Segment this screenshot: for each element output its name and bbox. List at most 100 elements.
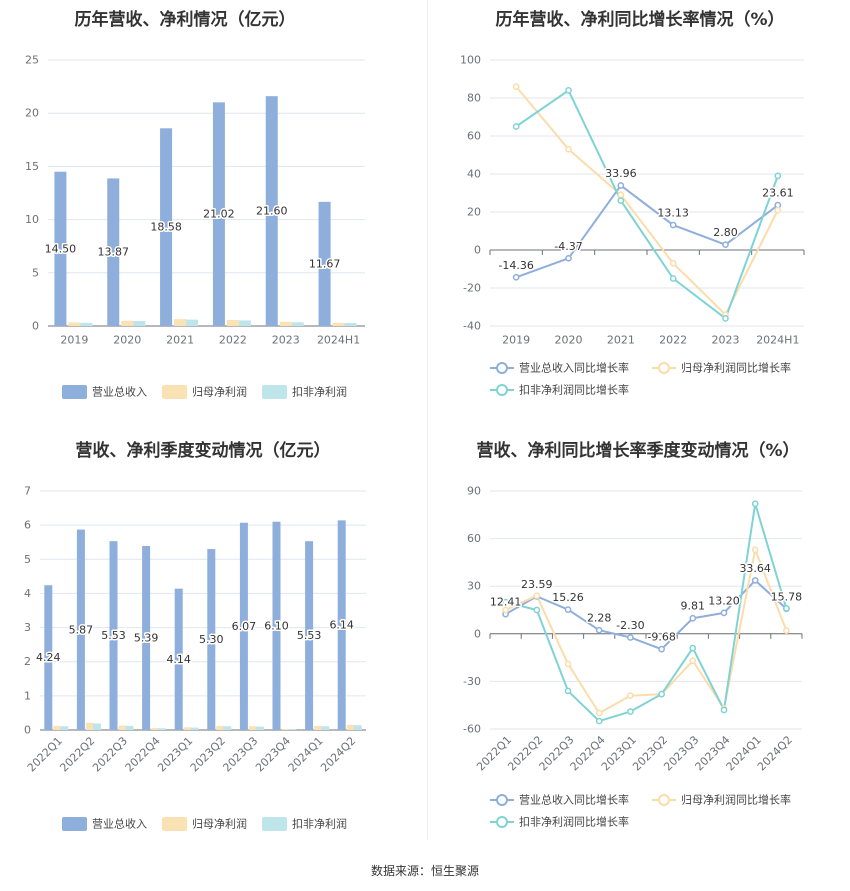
series-line [505,502,788,723]
bar [68,322,81,326]
point-value-label: 12.41 [490,596,521,609]
bar [239,522,248,730]
x-tick-label: 2024H1 [317,334,360,347]
x-tick-label: 2022Q3 [90,734,130,774]
bar [125,725,134,730]
bar [186,319,199,326]
x-tick-label: 2022Q4 [123,734,163,774]
quarterly-revenue-profit-svg: 营收、净利季度变动情况（亿元）012345672022Q12022Q22022Q… [24,440,366,831]
y-tick-label: 0 [474,244,481,257]
y-tick-label: 2 [24,655,31,668]
data-point [669,259,677,267]
bar [216,725,225,730]
y-tick-label: -20 [463,282,481,295]
x-tick-label: 2023 [712,334,740,347]
point-value-label: 13.20 [708,594,740,607]
data-point [689,657,697,665]
legend-label: 营业总收入同比增长率 [519,793,629,807]
point-value-label: 13.13 [657,207,689,220]
data-source-note: 数据来源：恒生聚源 [370,864,479,878]
data-point [627,634,634,641]
quarterly-growth-rate-chart: 营收、净利同比增长率季度变动情况（%） -60 -30 0 30 60 90 2022Q1 20… [428,430,850,860]
data-point [595,626,603,634]
legend-swatch [162,817,187,831]
chart-title: 营收、净利季度变动情况（亿元） [76,440,331,461]
bar-value-label: 5.39 [134,631,159,644]
bar [158,728,167,730]
data-point [565,145,572,153]
x-tick-label: 2019 [502,334,530,347]
bar [353,725,362,730]
bar [248,726,257,730]
data-point [751,500,759,508]
x-tick-label: 2022 [659,334,687,347]
bar-value-label: 13.87 [98,246,130,259]
bar-value-label: 18.58 [150,221,182,234]
data-point [669,275,677,282]
data-point [502,606,509,614]
legend-label: 归母净利润 [192,817,247,831]
bar [291,322,304,326]
bar [226,319,239,326]
bar-value-label: 11.67 [309,257,341,270]
bar [344,323,357,326]
x-tick-label: 2019 [60,334,88,347]
y-tick-label: 3 [24,621,31,634]
data-point [512,83,520,90]
data-point [512,273,520,281]
series-line [515,89,779,320]
data-point [502,598,509,606]
legend-label: 扣非净利润 [292,817,347,831]
bar [212,102,225,326]
x-tick-label: 2024Q2 [318,734,358,774]
bar [151,727,160,730]
data-point [512,123,520,130]
y-tick-label: 40 [467,168,481,181]
data-point [595,717,603,725]
y-tick-label: 4 [24,587,31,600]
annual-revenue-profit-chart: 历年营收、净利情况（亿元） 0 5 10 15 20 25 2019 2020 2021 2022 2… [0,0,425,430]
legend-marker [496,362,508,374]
bar [337,520,346,730]
chart-title: 历年营收、净利同比增长率情况（%） [495,9,784,30]
y-tick-label: 10 [25,213,39,226]
bar [279,321,292,326]
data-point [774,172,782,180]
point-value-label: -9.68 [647,631,675,644]
bar [288,729,297,730]
x-tick-label: 2022 [219,334,247,347]
bar [109,541,118,730]
y-tick-label: 80 [467,92,481,105]
y-tick-label: 20 [467,206,481,219]
bar [174,319,187,326]
point-value-label: 33.64 [739,562,771,575]
data-point [627,708,634,715]
point-value-label: 2.28 [587,612,612,625]
x-tick-label: 2023Q3 [220,734,260,774]
x-tick-label: 2020 [555,334,583,347]
point-value-label: 23.59 [521,578,553,591]
bar [318,201,331,326]
y-tick-label: 100 [460,54,481,67]
data-point [751,577,759,584]
y-tick-label: 0 [474,627,481,640]
data-point [564,606,572,613]
point-value-label: 15.26 [552,591,584,604]
point-value-label: 33.96 [605,167,637,180]
bar [174,588,183,730]
y-tick-label: 7 [24,485,31,498]
bar [183,727,192,730]
series-line [505,579,788,651]
bar-value-label: 14.50 [45,242,77,255]
y-tick-label: 0 [32,320,39,333]
bar [346,724,355,730]
y-tick-label: 60 [467,532,481,545]
y-tick-label: 5 [32,266,39,279]
bar [118,725,127,730]
bar [190,727,199,730]
bar [60,726,69,730]
data-point [774,206,782,214]
y-tick-label: 60 [467,130,481,143]
quarterly-revenue-profit-chart: 营收、净利季度变动情况（亿元） 0 1 2 3 4 5 6 7 2022Q1 2022Q2 2022Q… [0,430,425,860]
x-tick-label: 2020 [113,334,141,347]
